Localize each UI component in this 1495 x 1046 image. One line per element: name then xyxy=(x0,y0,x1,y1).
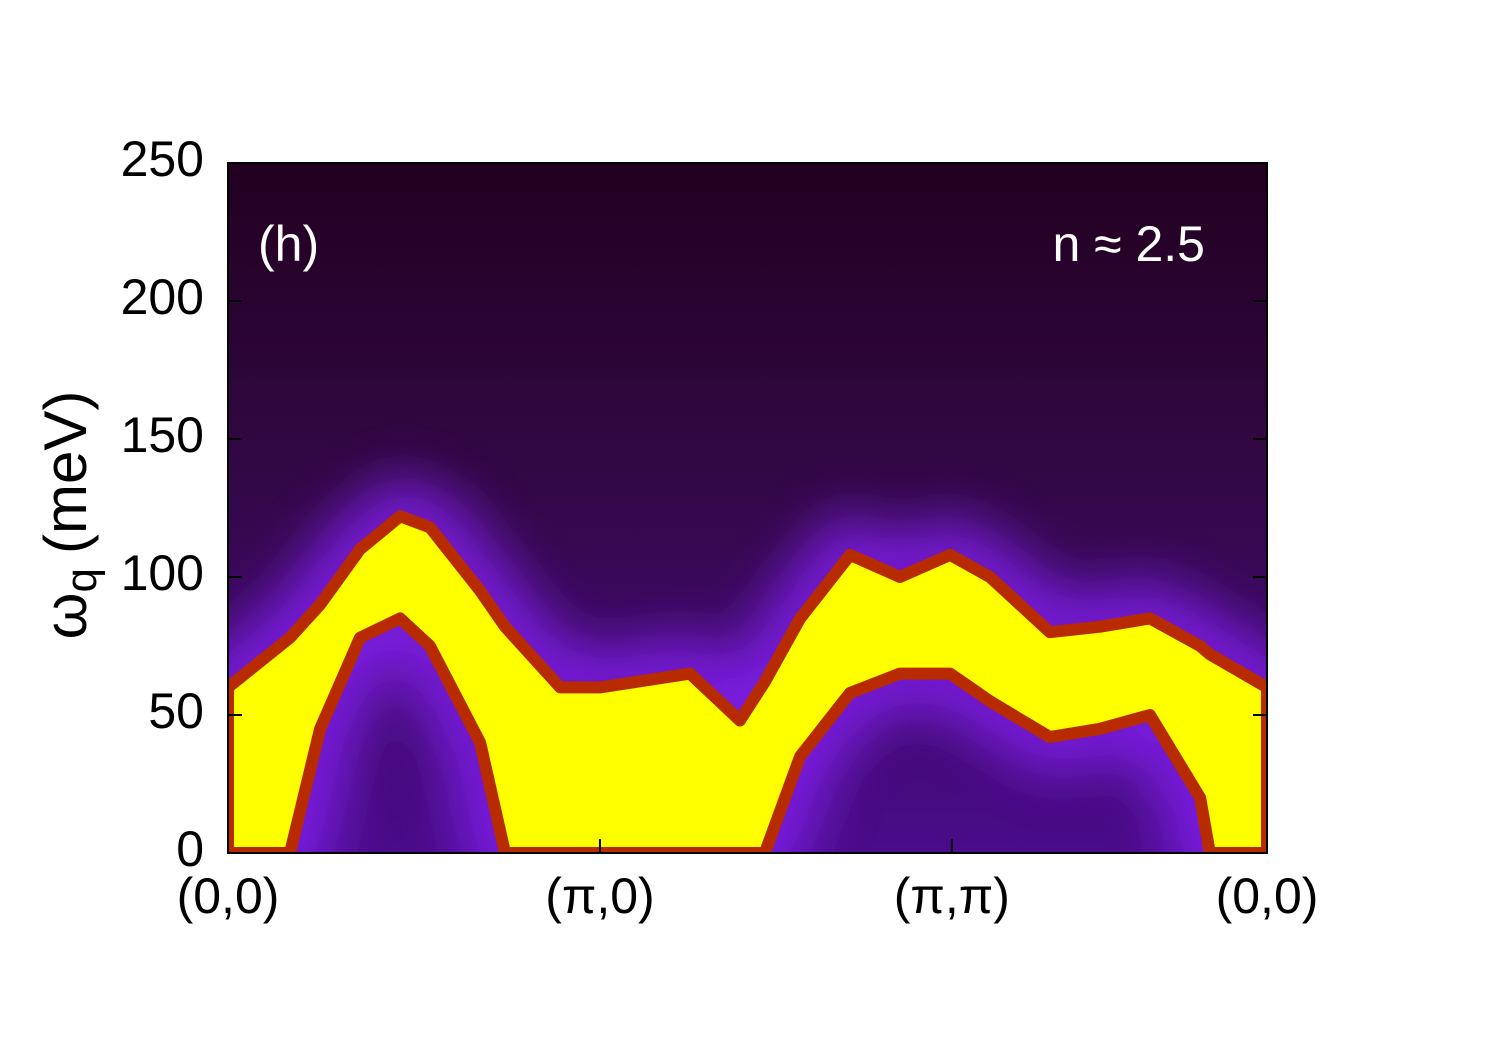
y-label-symbol: ω xyxy=(32,592,99,639)
x-tick-label: (π,π) xyxy=(894,868,1010,924)
y-tick-label: 150 xyxy=(121,407,204,463)
panel-label: (h) xyxy=(258,216,319,272)
y-tick-label: 50 xyxy=(148,683,204,739)
y-axis-label: ωq (meV) xyxy=(32,391,106,640)
y-tick-label: 100 xyxy=(121,545,204,601)
y-label-subscript: q xyxy=(57,568,106,592)
band-area xyxy=(228,510,1267,853)
y-tick-label: 250 xyxy=(121,131,204,187)
density-label: n ≈ 2.5 xyxy=(1052,216,1205,272)
y-label-unit: (meV) xyxy=(32,391,99,554)
y-tick-label: 0 xyxy=(176,821,204,877)
plot-area xyxy=(228,476,1267,853)
x-tick-label: (π,0) xyxy=(545,868,655,924)
x-tick-label: (0,0) xyxy=(177,868,280,924)
plot-frame xyxy=(227,162,1268,854)
x-tick-label: (0,0) xyxy=(1216,868,1319,924)
y-tick-label: 200 xyxy=(121,269,204,325)
